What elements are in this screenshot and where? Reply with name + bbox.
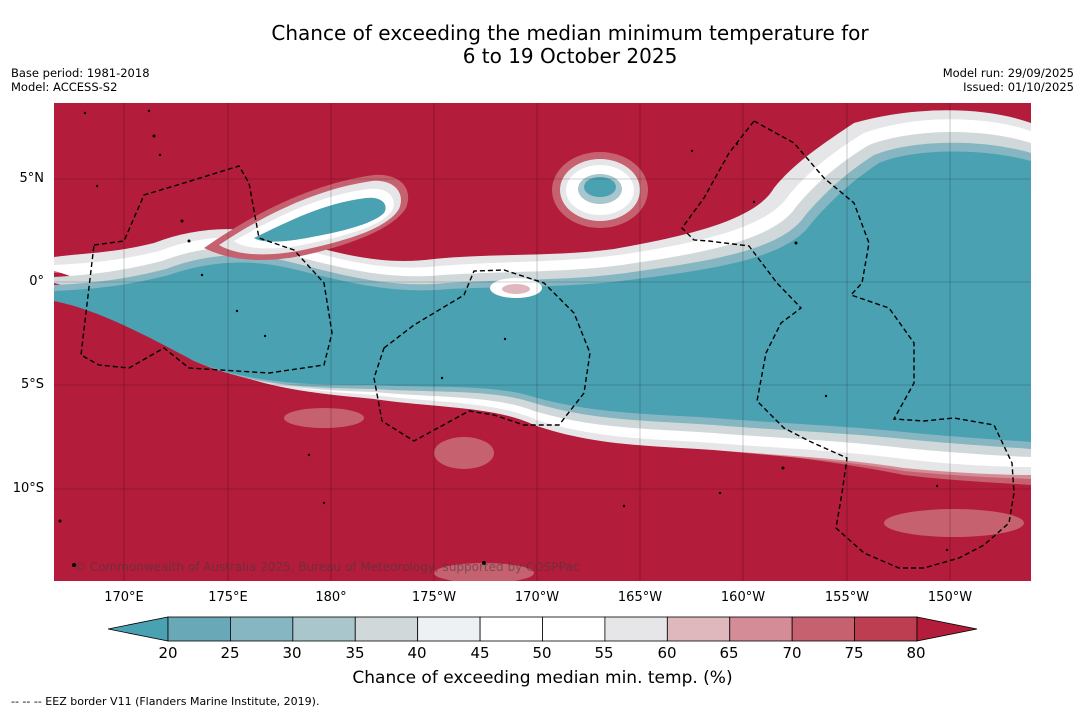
colorbar-under-arrow — [108, 616, 169, 642]
colorbar-tick: 80 — [906, 644, 926, 662]
eez-borders — [80, 120, 1015, 569]
run-info: Model run: 29/09/2025 Issued: 01/10/2025 — [943, 66, 1074, 94]
colorbar-cell — [604, 616, 668, 642]
colorbar-tick: 45 — [470, 644, 490, 662]
colorbar-tick: 35 — [345, 644, 365, 662]
lon-label-155w: 155°W — [824, 590, 870, 605]
lat-label-5n: 5°N — [19, 171, 45, 186]
colorbar-cell — [167, 616, 231, 642]
lon-label-175w: 175°W — [411, 590, 457, 605]
lat-label-10s: 10°S — [12, 481, 44, 496]
colorbar-tick: 75 — [844, 644, 864, 662]
colorbar-tick: 25 — [220, 644, 240, 662]
copyright-watermark: © Commonwealth of Australia 2025, Bureau… — [74, 560, 580, 574]
islands — [58, 109, 949, 567]
colorbar — [108, 616, 978, 642]
colorbar-tick: 30 — [282, 644, 302, 662]
colorbar-cell — [729, 616, 793, 642]
cool-ring-feature — [552, 152, 648, 228]
base-period-text: Base period: 1981-2018 — [11, 66, 150, 80]
lon-label-170e: 170°E — [104, 590, 144, 605]
lat-label-5s: 5°S — [20, 377, 44, 392]
map-canvas — [54, 103, 1031, 581]
colorbar-cell — [230, 616, 294, 642]
map-title: Chance of exceeding the median minimum t… — [0, 22, 1085, 68]
colorbar-cell — [542, 616, 606, 642]
issued-date-text: Issued: 01/10/2025 — [963, 80, 1074, 94]
colorbar-tick: 50 — [532, 644, 552, 662]
northern-warm-tongue — [54, 165, 409, 260]
colorbar-tick: 20 — [158, 644, 178, 662]
colorbar-tick: 65 — [719, 644, 739, 662]
colorbar-cell — [292, 616, 356, 642]
model-name-text: Model: ACCESS-S2 — [11, 80, 118, 94]
lon-label-170w: 170°W — [514, 590, 560, 605]
colorbar-over-arrow — [916, 616, 978, 642]
equatorial-warm-spot — [490, 278, 542, 298]
southern-shading — [284, 408, 1024, 581]
lon-label-150w: 150°W — [927, 590, 973, 605]
title-line-1: Chance of exceeding the median minimum t… — [271, 21, 869, 45]
colorbar-tick: 70 — [782, 644, 802, 662]
lon-label-160w: 160°W — [720, 590, 766, 605]
lon-label-165w: 165°W — [617, 590, 663, 605]
colorbar-tick: 60 — [657, 644, 677, 662]
lat-label-0: 0° — [29, 274, 44, 289]
colorbar-label: Chance of exceeding median min. temp. (%… — [352, 668, 733, 688]
lon-label-175e: 175°E — [208, 590, 248, 605]
colorbar-cell — [479, 616, 543, 642]
colorbar-cell — [354, 616, 419, 642]
title-line-2: 6 to 19 October 2025 — [462, 44, 678, 68]
colorbar-tick: 40 — [407, 644, 427, 662]
model-run-text: Model run: 29/09/2025 — [942, 66, 1074, 80]
model-info: Base period: 1981-2018 Model: ACCESS-S2 — [11, 66, 150, 94]
colorbar-cell — [854, 616, 918, 642]
colorbar-cell — [666, 616, 731, 642]
colorbar-cell — [417, 616, 481, 642]
lon-label-180: 180° — [315, 590, 347, 605]
colorbar-tick: 55 — [594, 644, 614, 662]
probability-map — [54, 103, 1031, 581]
eez-footnote: -- -- -- EEZ border V11 (Flanders Marine… — [11, 695, 320, 708]
equatorial-band — [54, 110, 1031, 485]
colorbar-cell — [791, 616, 855, 642]
